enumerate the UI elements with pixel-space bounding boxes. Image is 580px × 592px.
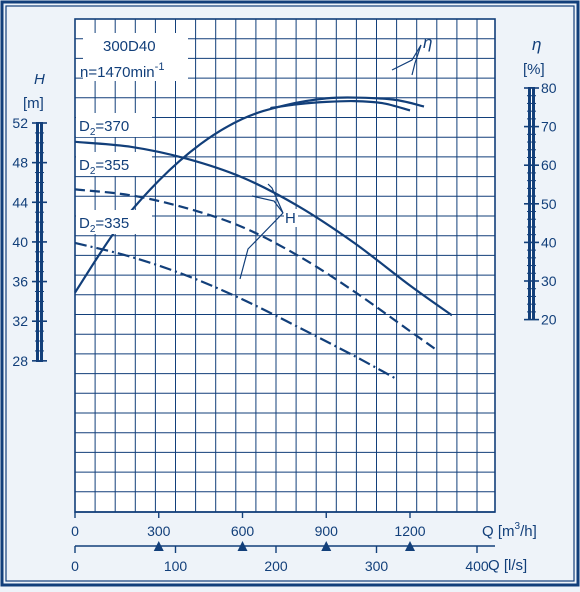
left-tick-label: 44 (12, 194, 28, 210)
right-axis-symbol: η (532, 35, 541, 54)
left-axis-ticks: 52 48 44 40 36 32 28 (12, 115, 47, 369)
right-tick-label: 50 (541, 196, 557, 212)
x-axis-m3h-label: Q [m3/h] (482, 521, 537, 540)
right-axis-unit: [%] (523, 61, 545, 78)
x-m3h-marker (321, 541, 332, 551)
left-tick-label: 28 (12, 353, 28, 369)
series-label-d370-sub: 2 (90, 127, 96, 138)
speed-label-text: n=1470min (80, 64, 155, 81)
speed-label: n=1470min-1 (80, 61, 164, 81)
x-m3h-tick-label: 300 (147, 523, 171, 539)
series-label-d355-sub: 2 (90, 166, 96, 177)
series-label-d335-main: D (79, 215, 90, 232)
x-m3h-marker (153, 541, 164, 551)
curves (74, 96, 453, 380)
right-tick-label: 20 (541, 312, 557, 328)
left-tick-label: 40 (12, 234, 28, 250)
x-ls-tick-label: 100 (164, 558, 188, 574)
d370-label-bg (76, 113, 152, 137)
x-m3h-tick-label: 600 (231, 523, 255, 539)
h-callout (239, 183, 284, 280)
x-axis-m3h-label-text: Q [m (482, 523, 515, 540)
eta-callout-leader-a (391, 44, 422, 71)
series-label-d370: D2=370 (79, 118, 129, 138)
model-box-bg (83, 33, 188, 81)
x-m3h-marker (237, 541, 248, 551)
curve-label-eta: η (423, 33, 432, 52)
series-label-d355-tail: =355 (95, 157, 129, 174)
right-tick-label: 60 (541, 157, 557, 173)
x-axis-m3h-label-exp: 3 (515, 521, 521, 532)
h-callout-leader-a (267, 183, 284, 214)
h-label-bg (284, 209, 298, 227)
curve-d2-355 (74, 188, 439, 352)
series-label-d335-sub: 2 (90, 224, 96, 235)
series-label-d335: D2=335 (79, 215, 129, 235)
x-m3h-tick-label: 900 (315, 523, 339, 539)
d355-label-bg (76, 152, 152, 176)
inner-frame (5, 5, 575, 582)
x-axis-m3h-label-tail: /h] (520, 523, 537, 540)
x-ls-tick-label: 400 (465, 558, 489, 574)
left-axis-unit: [m] (23, 95, 44, 112)
left-tick-label: 48 (12, 155, 28, 171)
right-tick-label: 80 (541, 80, 557, 96)
left-tick-label: 36 (12, 274, 28, 290)
left-axis-symbol: H (34, 71, 45, 88)
right-tick-label: 40 (541, 234, 557, 250)
series-label-d355: D2=355 (79, 157, 129, 177)
curve-d2-335 (74, 241, 397, 380)
x-ls-tick-label: 300 (365, 558, 389, 574)
series-label-d370-main: D (79, 118, 90, 135)
x-m3h-tick-label: 1200 (394, 523, 425, 539)
pump-model-label: 300D40 (103, 38, 156, 55)
curve-eta-355 (270, 99, 411, 112)
series-label-d370-tail: =370 (95, 118, 129, 135)
d335-label-bg (76, 210, 152, 234)
x-ls-tick-label: 200 (264, 558, 288, 574)
series-label-d335-tail: =335 (95, 215, 129, 232)
right-axis-ticks: 80 70 60 50 40 30 20 (524, 80, 557, 328)
left-tick-label: 52 (12, 115, 28, 131)
eta-callout (391, 44, 422, 76)
curve-label-h: H (285, 210, 296, 227)
h-callout-leader-c (239, 212, 284, 280)
h-callout-leader-b (251, 195, 284, 214)
x-m3h-tick-label: 0 (71, 523, 79, 539)
x-m3h-marker (405, 541, 415, 551)
speed-label-exp: -1 (155, 61, 165, 73)
bottom-axis-ticks: 0 300 600 900 1200 0 100 200 300 400 (71, 512, 489, 574)
series-label-d355-main: D (79, 157, 90, 174)
curve-d2-370 (74, 140, 453, 317)
right-tick-label: 70 (541, 119, 557, 135)
x-ls-tick-label: 0 (71, 558, 79, 574)
curve-eta-370 (74, 96, 425, 294)
eta-callout-leader-b (411, 44, 422, 76)
plot-area (74, 18, 496, 513)
x-axis-ls-label: Q [l/s] (488, 557, 527, 574)
left-tick-label: 32 (12, 313, 28, 329)
right-tick-label: 30 (541, 273, 557, 289)
